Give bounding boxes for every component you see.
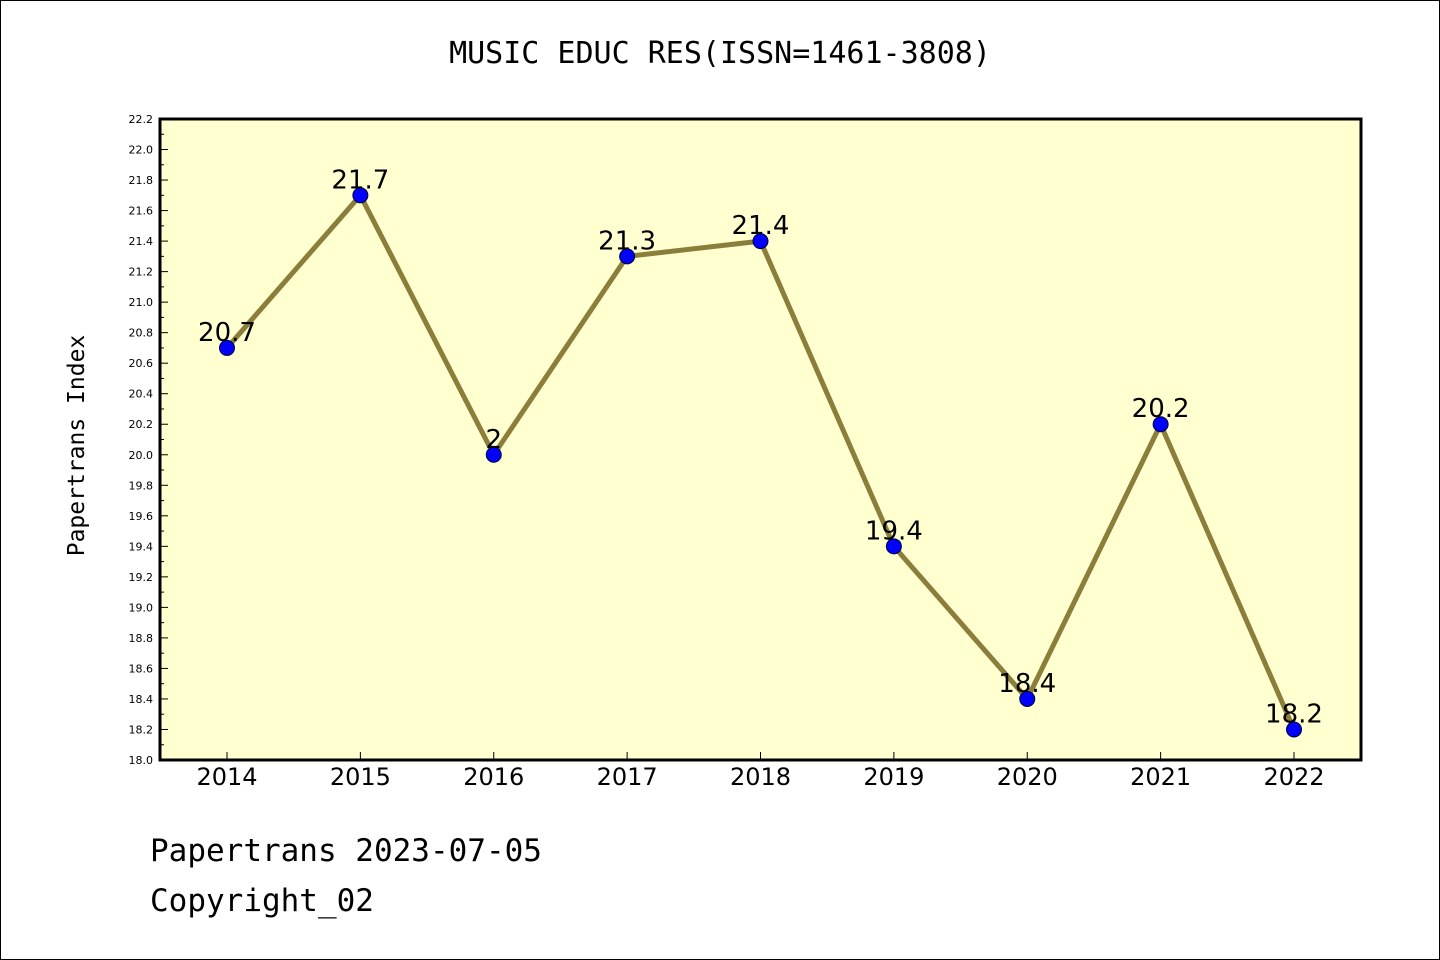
- data-label: 21.7: [331, 165, 389, 195]
- y-tick-label: 21.2: [129, 266, 154, 279]
- data-point: [219, 339, 235, 356]
- data-label: 20.2: [1132, 394, 1190, 424]
- plot-border: [158, 117, 1363, 762]
- y-tick-label: 22.0: [129, 144, 154, 157]
- x-tick-label: 2014: [196, 763, 257, 791]
- y-tick-label: 20.4: [129, 388, 154, 401]
- y-axis-ticks: 18.0 18.2 18.4 18.6 18.8 19.0 19.2 19.4 19.6 19.8…: [129, 113, 168, 767]
- y-tick-label: 18.8: [129, 632, 154, 645]
- data-point: [352, 187, 369, 204]
- y-tick-label: 21.8: [129, 174, 154, 187]
- y-tick-label: 18.0: [129, 754, 154, 767]
- y-tick-label: 19.4: [129, 540, 154, 553]
- y-tick-label: 18.6: [129, 662, 154, 675]
- y-tick-label: 20.0: [129, 449, 154, 462]
- data-label: 21.4: [732, 211, 790, 241]
- data-label: 20.7: [198, 318, 256, 348]
- y-tick-label: 21.4: [129, 235, 154, 248]
- data-markers: [219, 187, 1302, 738]
- data-point: [1286, 721, 1302, 738]
- data-label: 21.3: [598, 226, 656, 256]
- footer-copyright: Copyright_02: [150, 883, 374, 919]
- data-point: [619, 248, 636, 265]
- y-tick-label: 18.2: [129, 723, 154, 736]
- y-tick-label: 19.2: [129, 571, 154, 584]
- footer-date: Papertrans 2023-07-05: [150, 833, 542, 869]
- y-tick-label: 20.8: [129, 327, 154, 340]
- data-label: 18.4: [998, 669, 1056, 699]
- y-tick-label: 19.0: [129, 601, 154, 614]
- plot-area: [160, 119, 1361, 760]
- chart-title: MUSIC EDUC RES(ISSN=1461-3808): [449, 36, 991, 71]
- x-tick-label: 2018: [730, 763, 791, 791]
- x-tick-label: 2017: [597, 763, 658, 791]
- y-tick-label: 21.6: [129, 205, 154, 218]
- y-axis-label: Papertrans Index: [64, 335, 90, 557]
- x-tick-label: 2016: [463, 763, 524, 791]
- x-tick-label: 2019: [863, 763, 924, 791]
- data-point: [752, 233, 769, 250]
- data-point: [885, 538, 902, 555]
- y-tick-label: 22.2: [129, 113, 154, 126]
- data-label: 2: [485, 425, 502, 455]
- y-tick-label: 20.2: [129, 418, 154, 431]
- data-label: 19.4: [865, 516, 923, 546]
- y-tick-label: 19.8: [129, 479, 154, 492]
- x-axis-ticks: 2014 2015 2016 2017 2018 2019 2020 2021 2022: [196, 752, 1325, 791]
- x-tick-label: 2015: [330, 763, 391, 791]
- x-tick-label: 2022: [1263, 763, 1324, 791]
- y-tick-label: 21.0: [129, 296, 154, 309]
- data-labels: 20.7 21.7 2 21.3 21.4 19.4 18.4 20.2 18.2: [198, 165, 1323, 729]
- y-tick-label: 19.6: [129, 510, 154, 523]
- y-tick-label: 18.4: [129, 693, 154, 706]
- data-label: 18.2: [1265, 699, 1323, 729]
- data-point: [1152, 416, 1169, 433]
- x-tick-label: 2020: [997, 763, 1058, 791]
- x-tick-label: 2021: [1130, 763, 1191, 791]
- data-point: [485, 446, 502, 463]
- data-point: [1019, 690, 1036, 707]
- y-tick-label: 20.6: [129, 357, 154, 370]
